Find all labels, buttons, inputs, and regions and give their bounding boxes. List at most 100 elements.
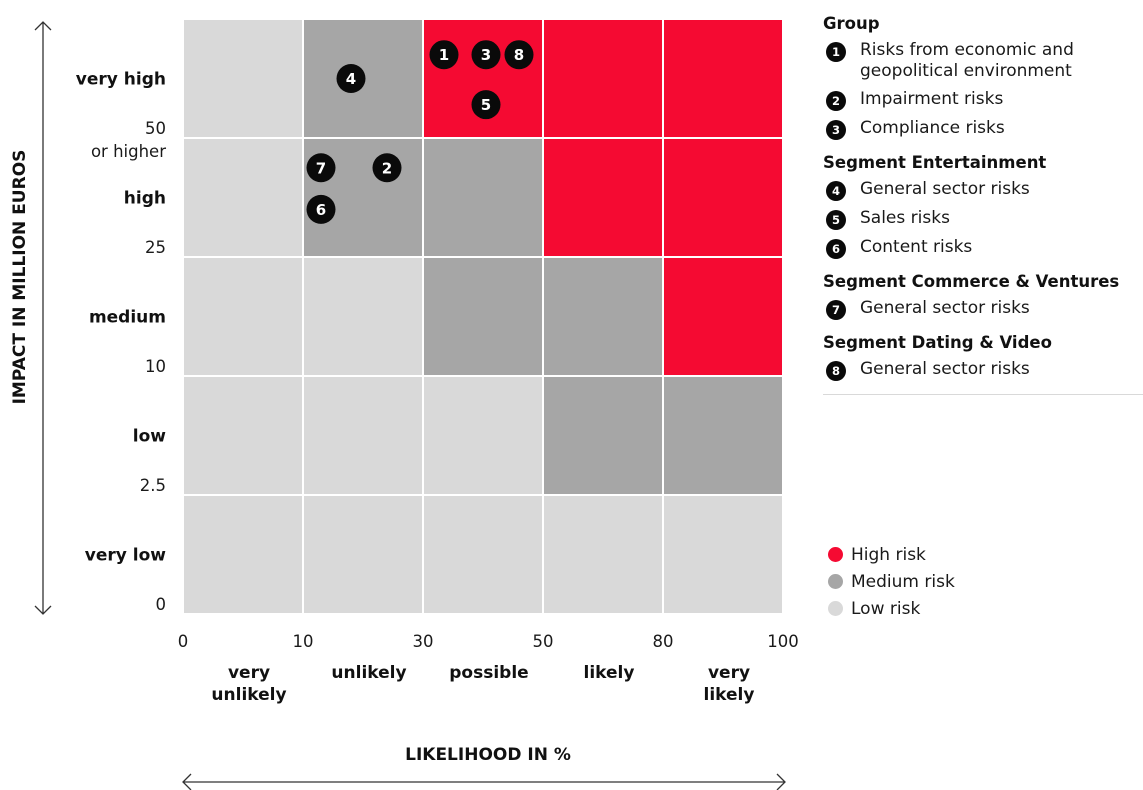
- matrix-cell: [182, 256, 304, 377]
- legend-group-title: Segment Dating & Video: [823, 333, 1052, 352]
- legend-item: 8 General sector risks: [823, 359, 1141, 381]
- legend-item-label: Sales risks: [860, 208, 950, 228]
- risk-level-key-item: High risk: [828, 541, 955, 568]
- risk-marker-label: 3: [481, 46, 491, 64]
- x-tick-label: 30: [413, 632, 434, 651]
- legend-item-number: 8: [826, 361, 846, 381]
- x-category-label: unlikely: [331, 663, 406, 683]
- legend-item-number: 1: [826, 42, 846, 62]
- risk-level-swatch: [828, 547, 843, 562]
- legend-group-title: Segment Entertainment: [823, 153, 1047, 172]
- risk-marker-8: [504, 40, 534, 70]
- matrix-cell: [422, 256, 544, 377]
- risk-level-swatch: [828, 574, 843, 589]
- legend-item: 7 General sector risks: [823, 298, 1141, 320]
- matrix-cell: [542, 18, 664, 139]
- risk-marker-1: [429, 40, 459, 70]
- y-tick-label: 2.5: [140, 476, 166, 495]
- matrix-cell: [542, 375, 664, 496]
- legend-item: 2 Impairment risks: [823, 89, 1141, 111]
- y-category-label: medium: [89, 308, 166, 328]
- risk-marker-label: 2: [382, 159, 392, 177]
- legend-group: Segment Commerce & Ventures 7 General sect…: [823, 272, 1141, 320]
- legend-groups: Group 1 Risks from economic and geopolitica…: [823, 14, 1141, 381]
- y-tick-label: 0: [156, 595, 167, 614]
- matrix-cell: [662, 137, 784, 258]
- risk-marker-label: 8: [514, 46, 524, 64]
- y-category-label: very low: [85, 546, 167, 566]
- risk-level-label: Medium risk: [851, 571, 955, 592]
- risk-marker-3: [471, 40, 501, 70]
- risk-marker-4: [336, 64, 366, 93]
- legend-item-label: Impairment risks: [860, 89, 1004, 109]
- matrix-cell: [662, 256, 784, 377]
- legend-group: Segment Entertainment 4 General sector ris…: [823, 153, 1141, 259]
- matrix-cell: [182, 494, 304, 615]
- x-tick-label: 0: [178, 632, 189, 651]
- y-axis-arrow: [34, 21, 52, 615]
- risk-marker-label: 1: [439, 46, 449, 64]
- x-tick-label: 10: [293, 632, 314, 651]
- risk-level-label: Low risk: [851, 598, 921, 619]
- legend-item-label: Risks from economic and geopolitical envi…: [860, 40, 1074, 81]
- matrix-cell: [302, 494, 424, 615]
- matrix-cell: [662, 18, 784, 139]
- risk-level-label: High risk: [851, 544, 926, 565]
- x-category-label: very unlikely: [211, 663, 286, 705]
- legend-item-number: 3: [826, 120, 846, 140]
- legend-item-label: General sector risks: [860, 359, 1030, 379]
- legend-divider: [823, 394, 1143, 395]
- x-tick-label: 100: [767, 632, 799, 651]
- risk-marker-7: [306, 153, 336, 183]
- x-tick-label: 80: [653, 632, 674, 651]
- matrix-cell: [662, 375, 784, 496]
- matrix-cell: [542, 494, 664, 615]
- legend-item-number: 4: [826, 181, 846, 201]
- x-axis-arrow: [182, 773, 786, 790]
- legend-item: 4 General sector risks: [823, 179, 1141, 201]
- y-tick-label: 25: [145, 238, 166, 257]
- legend-group: Group 1 Risks from economic and geopolitica…: [823, 14, 1141, 140]
- x-category-label: very likely: [704, 663, 755, 705]
- x-tick-label: 50: [533, 632, 554, 651]
- legend-panel: Group 1 Risks from economic and geopolitica…: [823, 14, 1143, 395]
- y-category-label: high: [124, 189, 166, 209]
- matrix-cell: [542, 256, 664, 377]
- legend-item: 3 Compliance risks: [823, 118, 1141, 140]
- y-category-label: very high: [76, 70, 166, 90]
- matrix-cell: [662, 494, 784, 615]
- matrix-cell: [302, 256, 424, 377]
- legend-item-number: 5: [826, 210, 846, 230]
- matrix-cell: [182, 375, 304, 496]
- y-category-label: low: [133, 427, 167, 447]
- legend-group-title: Segment Commerce & Ventures: [823, 272, 1120, 291]
- legend-item: 5 Sales risks: [823, 208, 1141, 230]
- legend-item-label: Compliance risks: [860, 118, 1005, 138]
- matrix-cell: [422, 494, 544, 615]
- legend-group: Segment Dating & Video 8 General sector ri…: [823, 333, 1141, 381]
- risk-level-key-item: Low risk: [828, 595, 955, 622]
- matrix-cell: [182, 137, 304, 258]
- risk-marker-label: 4: [346, 70, 356, 88]
- matrix-cell: [422, 375, 544, 496]
- legend-item-label: General sector risks: [860, 179, 1030, 199]
- risk-marker-2: [372, 153, 402, 183]
- y-tick-label: 50 or higher: [91, 119, 166, 161]
- legend-item-label: Content risks: [860, 237, 973, 257]
- legend-item: 6 Content risks: [823, 237, 1141, 259]
- matrix-cell: [182, 18, 304, 139]
- risk-level-key: High risk Medium risk Low risk: [828, 541, 955, 622]
- risk-level-key-item: Medium risk: [828, 568, 955, 595]
- y-tick-label: 10: [145, 357, 166, 376]
- legend-item-number: 6: [826, 239, 846, 259]
- risk-marker-label: 6: [316, 201, 326, 219]
- x-axis-title: LIKELIHOOD IN %: [405, 745, 571, 765]
- matrix-cell: [302, 375, 424, 496]
- matrix-cell: [422, 137, 544, 258]
- legend-item: 1 Risks from economic and geopolitical env…: [823, 40, 1141, 82]
- y-axis-title: IMPACT IN MILLION EUROS: [10, 150, 30, 405]
- x-category-label: possible: [449, 663, 528, 683]
- x-category-label: likely: [584, 663, 635, 683]
- risk-level-swatch: [828, 601, 843, 616]
